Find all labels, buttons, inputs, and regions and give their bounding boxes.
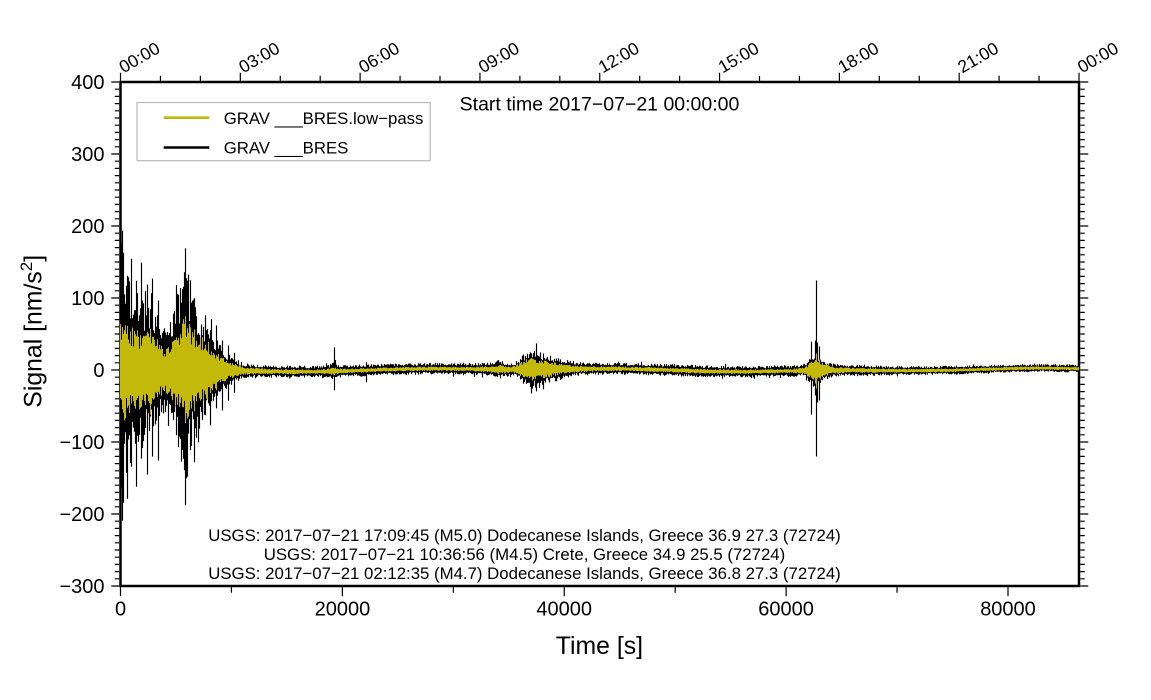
svg-text:0: 0	[93, 360, 104, 382]
svg-text:100: 100	[71, 288, 104, 310]
svg-text:40000: 40000	[536, 599, 592, 621]
svg-text:−200: −200	[59, 504, 104, 526]
svg-text:USGS: 2017−07−21 02:12:35 (M4.: USGS: 2017−07−21 02:12:35 (M4.7) Dodecan…	[208, 564, 841, 583]
svg-text:0: 0	[115, 599, 126, 621]
svg-text:GRAV ___BRES.low−pass: GRAV ___BRES.low−pass	[224, 109, 424, 128]
svg-text:20000: 20000	[315, 599, 371, 621]
svg-text:Time [s]: Time [s]	[556, 633, 643, 660]
svg-text:400: 400	[71, 72, 104, 94]
svg-text:200: 200	[71, 216, 104, 238]
svg-text:USGS: 2017−07−21 17:09:45 (M5.: USGS: 2017−07−21 17:09:45 (M5.0) Dodecan…	[208, 526, 841, 545]
svg-text:80000: 80000	[980, 599, 1036, 621]
svg-text:−300: −300	[59, 576, 104, 598]
svg-text:USGS: 2017−07−21 10:36:56 (M4.: USGS: 2017−07−21 10:36:56 (M4.5) Crete, …	[264, 545, 785, 564]
svg-text:GRAV ___BRES: GRAV ___BRES	[224, 139, 349, 158]
svg-text:Start time 2017−07−21 00:00:00: Start time 2017−07−21 00:00:00	[460, 93, 740, 115]
svg-text:300: 300	[71, 144, 104, 166]
svg-text:60000: 60000	[758, 599, 814, 621]
svg-text:Signal [nm/s2]: Signal [nm/s2]	[17, 255, 48, 408]
svg-text:−100: −100	[59, 432, 104, 454]
